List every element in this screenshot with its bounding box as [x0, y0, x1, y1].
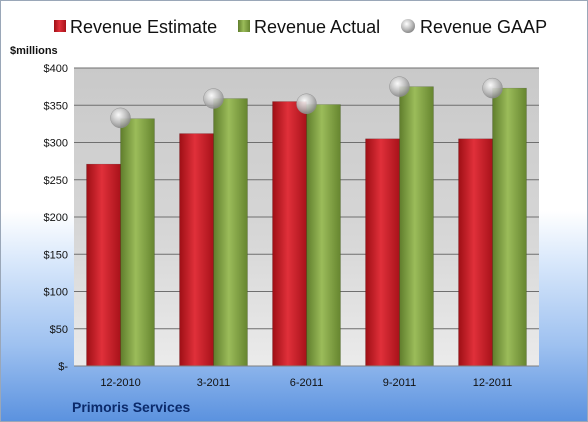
marker-revenue-gaap: [296, 93, 317, 115]
legend-label-actual: Revenue Actual: [254, 17, 380, 37]
x-tick-label: 6-2011: [290, 377, 323, 389]
y-unit-label: $millions: [10, 45, 58, 57]
bars: [86, 86, 527, 367]
bar-revenue-actual: [120, 118, 155, 367]
bar-revenue-estimate: [179, 133, 214, 367]
y-tick-label: $200: [44, 212, 68, 224]
marker-revenue-gaap: [482, 77, 503, 99]
legend-swatch-estimate: [54, 20, 66, 32]
marker-revenue-gaap: [203, 88, 224, 109]
legend-label-gaap: Revenue GAAP: [420, 17, 547, 37]
y-tick-label: $150: [44, 249, 68, 261]
y-tick-label: $250: [44, 175, 68, 187]
marker-revenue-gaap: [110, 107, 131, 129]
legend-swatch-actual: [238, 20, 250, 32]
bar-revenue-estimate: [458, 138, 493, 367]
x-tick-label: 3-2011: [197, 377, 230, 389]
x-axis-ticks: 12-2010 3-2011 6-2011 9-2011 12-2011: [100, 377, 512, 389]
company-name: Primoris Services: [72, 399, 191, 415]
legend: Revenue Estimate Revenue Actual Revenue …: [54, 17, 547, 37]
y-tick-label: $300: [44, 138, 68, 150]
bar-revenue-estimate: [86, 163, 121, 367]
x-tick-label: 12-2011: [473, 377, 513, 389]
bar-revenue-actual: [213, 98, 248, 367]
y-tick-label: $50: [50, 324, 68, 336]
bar-revenue-actual: [306, 104, 341, 367]
y-tick-label: $-: [58, 361, 68, 373]
y-axis-ticks: $- $50 $100 $150 $200 $250 $300 $350 $400: [44, 63, 69, 373]
bar-revenue-estimate: [365, 138, 400, 367]
x-tick-label: 9-2011: [383, 377, 416, 389]
y-tick-label: $100: [44, 287, 68, 299]
marker-revenue-gaap: [389, 76, 410, 97]
bar-revenue-actual: [399, 86, 434, 367]
gaap-markers: [110, 76, 503, 129]
legend-swatch-gaap: [401, 19, 415, 33]
legend-label-estimate: Revenue Estimate: [70, 17, 217, 37]
y-tick-label: $400: [44, 63, 68, 75]
y-tick-label: $350: [44, 100, 68, 112]
x-tick-label: 12-2010: [100, 377, 140, 389]
bar-revenue-estimate: [272, 101, 307, 367]
bar-revenue-actual: [492, 87, 527, 367]
